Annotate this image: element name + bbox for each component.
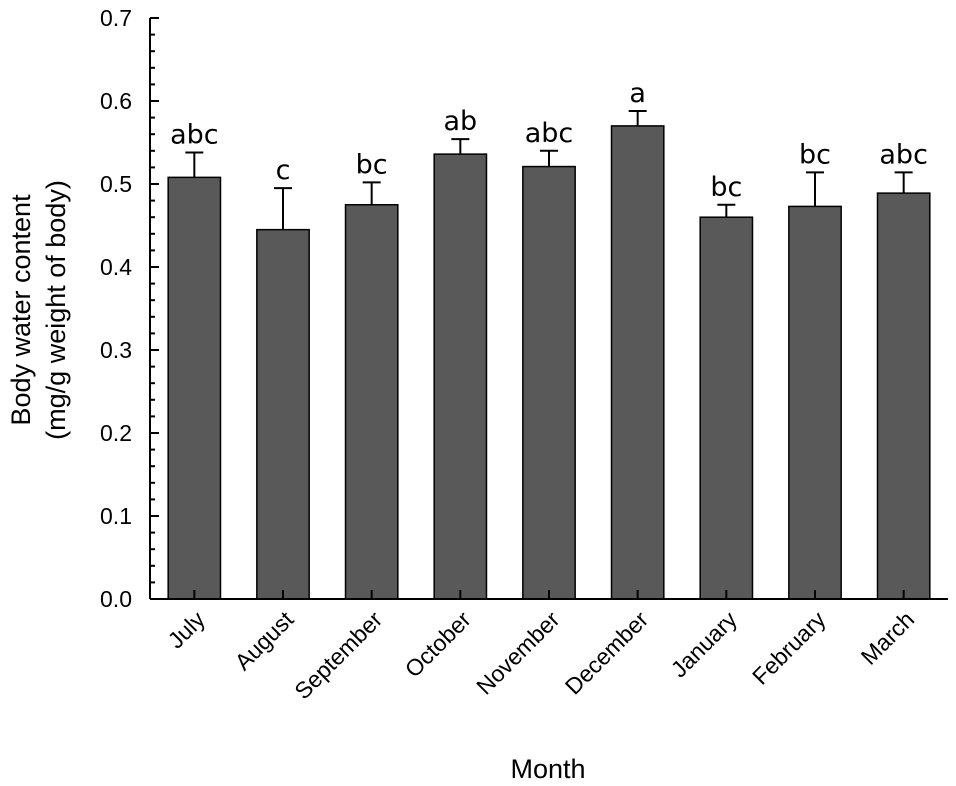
y-tick-label: 0.0 [100, 586, 132, 612]
significance-label: abc [879, 139, 928, 170]
y-tick-label: 0.5 [100, 171, 132, 197]
x-tick-label: July [163, 606, 211, 654]
y-axis-title-line-2: (mg/g weight of body) [41, 180, 71, 440]
x-tick-label: September [289, 606, 387, 704]
bar [167, 176, 222, 600]
bar [433, 153, 488, 600]
y-axis: 0.0 0.1 0.2 0.3 0.4 0.5 0.6 0.7 [100, 5, 159, 612]
y-axis-title: Body water content (mg/g weight of body) [6, 180, 71, 440]
significance-label: bc [799, 139, 831, 170]
x-tick-label: January [666, 606, 743, 683]
x-tick-label: November [471, 606, 565, 700]
x-tick-label: February [747, 606, 831, 690]
significance-label: ab [443, 106, 477, 137]
y-tick-label: 0.7 [100, 5, 132, 31]
x-axis-title: Month [510, 754, 585, 784]
bar [256, 228, 310, 600]
bar [344, 204, 399, 600]
x-tick-label: December [560, 606, 654, 700]
bar [699, 216, 754, 600]
x-tick-label: March [856, 606, 920, 670]
significance-label: c [276, 155, 291, 186]
bar [522, 165, 576, 600]
x-tick-label: October [400, 606, 476, 682]
x-tick-label: August [230, 606, 299, 675]
significance-label: abc [170, 119, 219, 150]
bar [876, 192, 931, 600]
significance-label: a [629, 78, 646, 109]
bar [610, 125, 665, 600]
significance-label: bc [710, 172, 742, 203]
y-tick-label: 0.3 [100, 337, 132, 363]
bar [788, 205, 842, 600]
y-tick-label: 0.1 [100, 503, 132, 529]
y-axis-title-line-1: Body water content [6, 194, 36, 426]
y-tick-label: 0.4 [100, 254, 132, 280]
significance-label: bc [356, 149, 388, 180]
y-tick-label: 0.2 [100, 420, 132, 446]
significance-label: abc [525, 118, 574, 149]
y-tick-label: 0.6 [100, 88, 132, 114]
